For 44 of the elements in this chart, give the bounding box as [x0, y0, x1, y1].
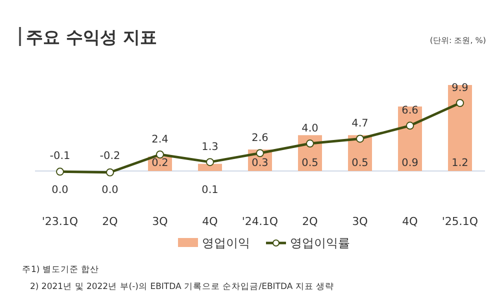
data-label: 2.4 [152, 134, 169, 146]
text: 2) 2021년 및 2022년 부(-)의 EBITDA 기록으로 순차입금/EBITDA 지표 생략 [30, 282, 334, 292]
data-label: 4.7 [352, 118, 368, 130]
bar [398, 106, 422, 171]
point [356, 134, 364, 143]
point [306, 140, 314, 148]
bar [448, 85, 472, 171]
text: 주1) 별도기준 합산 [22, 265, 100, 275]
legend-label: 영업이익률 [290, 236, 350, 250]
point [56, 168, 64, 176]
x-tick-label: 2Q [302, 215, 318, 228]
bar [198, 164, 222, 171]
data-label: 6.6 [402, 104, 419, 117]
text: (단위: 조원, %) [430, 36, 486, 45]
legend-label: 영업이익 [202, 236, 250, 250]
data-label: 4.0 [302, 122, 318, 135]
data-label: 0.0 [102, 184, 118, 196]
data-label: 0.0 [52, 184, 68, 196]
x-tick-label: 4Q [202, 215, 218, 228]
data-label: 1.3 [202, 141, 218, 154]
point [106, 168, 114, 176]
data-label: 0.3 [252, 157, 268, 169]
point [456, 99, 464, 107]
point [256, 149, 264, 158]
data-label: 9.9 [452, 82, 468, 94]
x-tick-label: 4Q [402, 215, 418, 228]
data-label: 0.1 [202, 184, 218, 196]
x-tick-label: '23.1Q [42, 215, 78, 228]
data-label: -0.2 [100, 150, 120, 162]
x-tick-label: 2Q [102, 215, 118, 228]
data-label: 0.5 [352, 157, 368, 169]
x-tick-label: '24.1Q [242, 215, 278, 228]
point [406, 122, 414, 130]
data-label: 0.9 [402, 157, 418, 169]
data-label: 2.6 [252, 132, 269, 144]
data-label: 0.2 [152, 157, 168, 169]
data-label: 0.5 [302, 157, 318, 169]
x-tick-label: '25.1Q [442, 215, 478, 228]
data-label: 1.2 [452, 157, 468, 169]
chart-title: 주요 수익성 지표 [26, 28, 157, 48]
data-label: -0.1 [50, 150, 70, 162]
x-tick-label: 3Q [352, 215, 368, 228]
point [206, 158, 214, 166]
x-tick-label: 3Q [152, 215, 168, 228]
